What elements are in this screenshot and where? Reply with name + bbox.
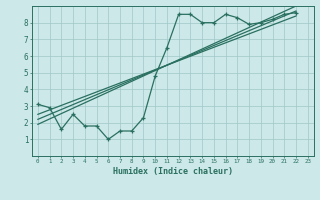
X-axis label: Humidex (Indice chaleur): Humidex (Indice chaleur): [113, 167, 233, 176]
